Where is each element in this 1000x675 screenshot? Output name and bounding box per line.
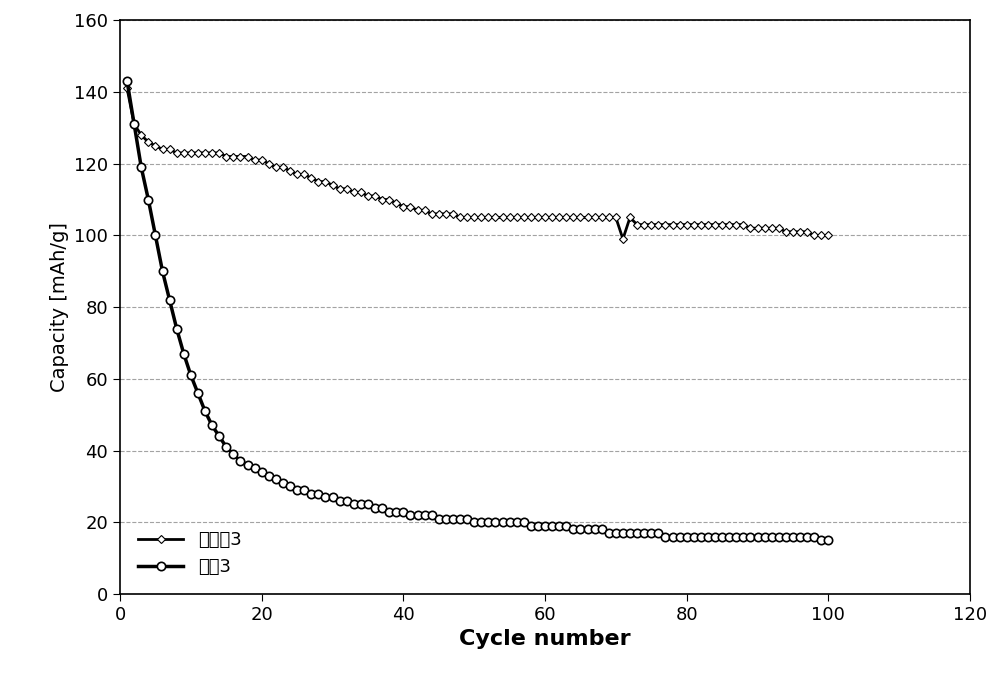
X-axis label: Cycle number: Cycle number — [459, 629, 631, 649]
对比3 — [822, 536, 834, 544]
实施兣3 — [121, 84, 133, 92]
实施兣3 — [617, 235, 629, 243]
实施兣3 — [539, 213, 551, 221]
对比3 — [482, 518, 494, 526]
对比3 — [815, 536, 827, 544]
实施兣3 — [773, 224, 785, 232]
Line: 对比3: 对比3 — [123, 77, 832, 544]
对比3 — [121, 77, 133, 85]
实施兣3 — [256, 156, 268, 164]
Line: 实施兣3: 实施兣3 — [124, 86, 831, 242]
Legend: 实施兣3, 对比3: 实施兣3, 对比3 — [129, 522, 250, 585]
对比3 — [256, 468, 268, 476]
实施兣3 — [284, 167, 296, 175]
对比3 — [284, 483, 296, 491]
实施兣3 — [482, 213, 494, 221]
实施兣3 — [794, 227, 806, 236]
实施兣3 — [822, 232, 834, 240]
对比3 — [787, 533, 799, 541]
对比3 — [766, 533, 778, 541]
对比3 — [539, 522, 551, 530]
Y-axis label: Capacity [mAh/g]: Capacity [mAh/g] — [50, 222, 69, 392]
